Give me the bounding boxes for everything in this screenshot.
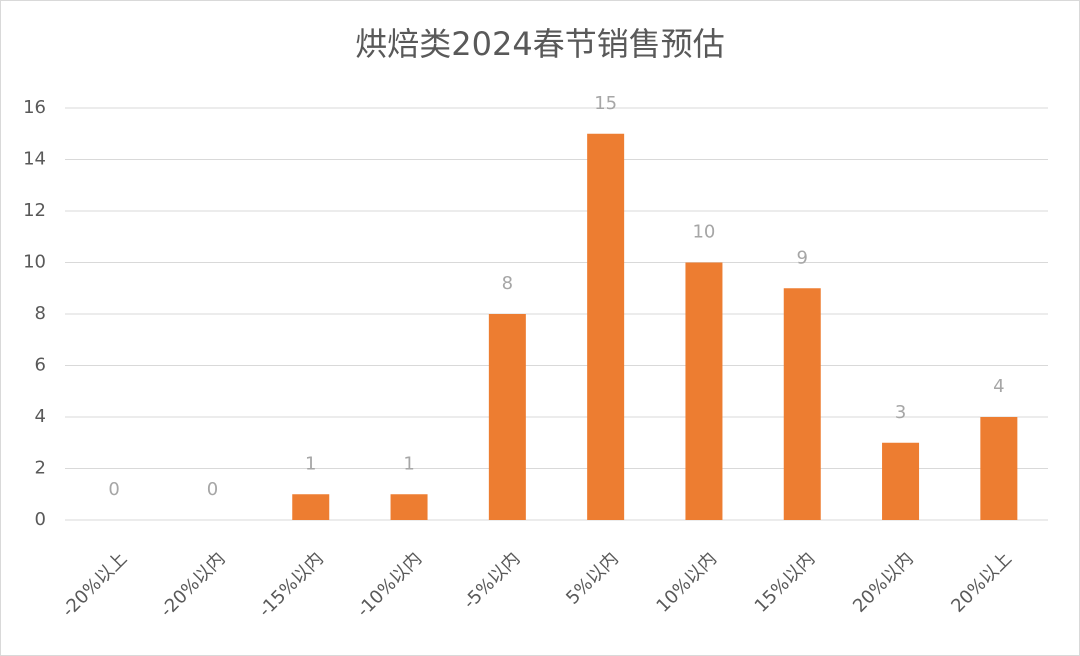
bar — [292, 494, 330, 520]
y-tick-label: 4 — [35, 406, 46, 427]
y-tick-label: 2 — [35, 458, 46, 479]
data-label: 4 — [993, 376, 1004, 397]
data-label: 0 — [207, 479, 218, 500]
bar — [882, 442, 920, 520]
chart-title: 烘焙类2024春节销售预估 — [355, 25, 724, 63]
bar — [587, 133, 625, 520]
bar — [390, 494, 428, 520]
y-tick-label: 0 — [35, 509, 46, 530]
y-tick-label: 8 — [35, 303, 46, 324]
bar — [783, 288, 821, 520]
data-label: 1 — [403, 453, 414, 474]
data-label: 0 — [108, 479, 119, 500]
data-label: 1 — [305, 453, 316, 474]
data-label: 3 — [895, 402, 906, 423]
y-tick-label: 16 — [23, 97, 46, 118]
bar — [980, 417, 1018, 520]
data-label: 8 — [502, 273, 513, 294]
y-tick-label: 14 — [23, 149, 46, 170]
y-tick-label: 10 — [23, 252, 46, 273]
data-label: 15 — [594, 93, 617, 114]
y-tick-label: 6 — [35, 355, 46, 376]
bar — [685, 262, 723, 520]
data-label: 10 — [692, 222, 715, 243]
data-label: 9 — [797, 247, 808, 268]
y-tick-label: 12 — [23, 200, 46, 221]
bar — [488, 314, 526, 520]
